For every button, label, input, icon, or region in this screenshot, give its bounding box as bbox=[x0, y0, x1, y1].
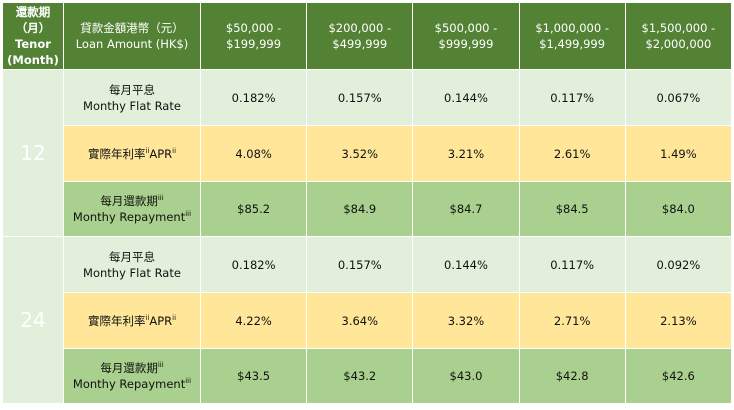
loan-rate-table: 還款期 （月） Tenor (Month) 貸款金額港幣（元） Loan Amo… bbox=[2, 2, 733, 404]
flat-value: 0.092% bbox=[624, 236, 733, 293]
rep-label: 每月還款期iii Monthy Repaymentiii bbox=[63, 348, 201, 404]
tenor-header: 還款期 （月） Tenor (Month) bbox=[2, 2, 64, 70]
tenor-cell: 24 bbox=[2, 236, 64, 404]
apr-row: 實際年利率iiAPRii 4.08% 3.52% 3.21% 2.61% 1.49% bbox=[3, 125, 733, 182]
rep-row: 每月還款期iii Monthy Repaymentiii $85.2 $84.9 $84… bbox=[3, 181, 733, 237]
flat-value: 0.182% bbox=[199, 69, 308, 126]
range-header: $50,000 - $199,999 bbox=[199, 2, 308, 70]
flat-value: 0.182% bbox=[199, 236, 308, 293]
rep-value: $43.5 bbox=[199, 348, 308, 404]
rep-value: $43.0 bbox=[412, 348, 520, 404]
rep-value: $84.5 bbox=[518, 181, 626, 237]
apr-label: 實際年利率iiAPRii bbox=[63, 125, 201, 182]
apr-label: 實際年利率iiAPRii bbox=[63, 292, 201, 349]
range-header: $1,500,000 - $2,000,000 bbox=[624, 2, 733, 70]
rep-value: $42.6 bbox=[624, 348, 733, 404]
apr-value: 1.49% bbox=[624, 125, 733, 182]
apr-value: 4.08% bbox=[199, 125, 308, 182]
flat-value: 0.144% bbox=[412, 236, 520, 293]
range-header: $500,000 - $999,999 bbox=[412, 2, 520, 70]
rep-value: $43.2 bbox=[306, 348, 414, 404]
apr-value: 4.22% bbox=[199, 292, 308, 349]
flat-value: 0.144% bbox=[412, 69, 520, 126]
apr-value: 3.64% bbox=[306, 292, 414, 349]
flat-row: 12 每月平息 Monthy Flat Rate 0.182% 0.157% 0.144%… bbox=[2, 69, 733, 237]
flat-value: 0.117% bbox=[518, 236, 626, 293]
rep-row: 每月還款期iii Monthy Repaymentiii $43.5 $43.2 $43… bbox=[3, 348, 733, 404]
flat-label: 每月平息 Monthy Flat Rate bbox=[63, 236, 201, 293]
rep-label: 每月還款期iii Monthy Repaymentiii bbox=[63, 181, 201, 237]
range-header: $1,000,000 - $1,499,999 bbox=[518, 2, 626, 70]
rep-value: $42.8 bbox=[518, 348, 626, 404]
flat-value: 0.117% bbox=[518, 69, 626, 126]
header-row: 還款期 （月） Tenor (Month) 貸款金額港幣（元） Loan Amo… bbox=[2, 2, 733, 70]
apr-value: 2.71% bbox=[518, 292, 626, 349]
flat-label: 每月平息 Monthy Flat Rate bbox=[63, 69, 201, 126]
flat-value: 0.157% bbox=[306, 69, 414, 126]
flat-row: 24 每月平息 Monthy Flat Rate 0.182% 0.157% 0.144%… bbox=[2, 236, 733, 404]
rep-value: $84.7 bbox=[412, 181, 520, 237]
apr-value: 3.21% bbox=[412, 125, 520, 182]
tenor-cell: 12 bbox=[2, 69, 64, 237]
apr-value: 2.61% bbox=[518, 125, 626, 182]
rep-value: $84.0 bbox=[624, 181, 733, 237]
flat-value: 0.067% bbox=[624, 69, 733, 126]
rep-value: $85.2 bbox=[199, 181, 308, 237]
flat-value: 0.157% bbox=[306, 236, 414, 293]
apr-row: 實際年利率iiAPRii 4.22% 3.64% 3.32% 2.71% 2.13% bbox=[3, 292, 733, 349]
apr-value: 3.52% bbox=[306, 125, 414, 182]
rep-value: $84.9 bbox=[306, 181, 414, 237]
apr-value: 2.13% bbox=[624, 292, 733, 349]
loan-amount-header: 貸款金額港幣（元） Loan Amount (HK$) bbox=[63, 2, 201, 70]
range-header: $200,000 - $499,999 bbox=[306, 2, 414, 70]
apr-value: 3.32% bbox=[412, 292, 520, 349]
